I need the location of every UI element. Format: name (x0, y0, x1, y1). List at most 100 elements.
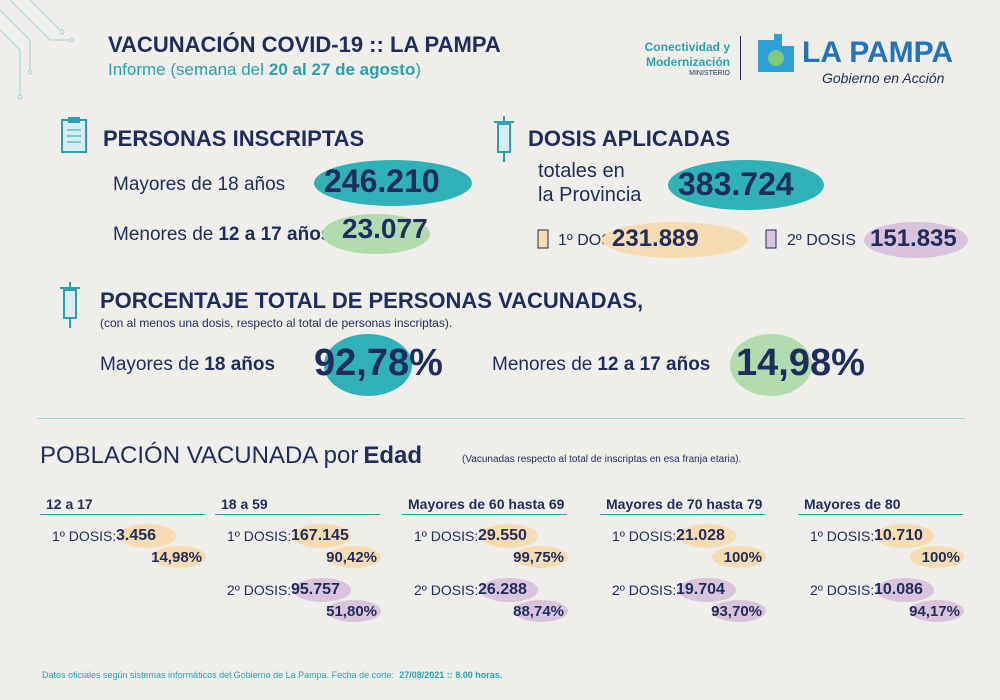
adults-prefix: Mayores de (100, 354, 200, 375)
total-line1: totales en (538, 160, 625, 182)
subtitle: Informe (semana del 20 al 27 de agosto) (108, 60, 421, 80)
second-dose-value: 151.835 (870, 225, 957, 252)
group-name: Mayores de 80 (804, 496, 901, 512)
dose-percent: 88,74% (513, 603, 564, 620)
total-value: 383.724 (678, 166, 794, 202)
total-line2: la Provincia (538, 184, 642, 206)
minors-label: Menores de 12 a 17 años (113, 224, 331, 246)
group-underline (402, 514, 567, 515)
ministry-line2: Modernización (645, 55, 730, 69)
highlight (668, 160, 824, 210)
minors-bold: 12 a 17 años (597, 354, 711, 375)
highlight (712, 600, 766, 622)
footer: Datos oficiales según sistemas informáti… (42, 670, 502, 680)
dose-count: 21.028 (676, 527, 725, 544)
group-name: 12 a 17 (46, 496, 93, 512)
subtitle-prefix: Informe (semana del (108, 60, 264, 79)
syringe-icon (60, 282, 80, 328)
section-title: PORCENTAJE TOTAL DE PERSONAS VACUNADAS, (100, 288, 644, 313)
adults-label: Mayores de 18 años (113, 174, 286, 195)
title-prefix: POBLACIÓN VACUNADA por (40, 442, 359, 469)
second-dose-label: 2º DOSIS (787, 232, 856, 249)
first-dose-value: 231.889 (612, 225, 699, 252)
adults-label: Mayores de 18 años (100, 354, 275, 376)
population-note: (Vacunadas respecto al total de inscript… (462, 454, 742, 465)
group-underline (215, 514, 380, 515)
highlight (678, 578, 736, 602)
group-name: Mayores de 60 hasta 69 (408, 496, 565, 512)
logo-divider (740, 36, 741, 80)
dose-label: 2º DOSIS: (227, 582, 292, 598)
highlight (327, 546, 381, 568)
highlight (314, 160, 472, 206)
highlight (514, 546, 568, 568)
highlight (324, 334, 412, 396)
dose-count: 3.456 (116, 527, 157, 544)
section-note: (con al menos una dosis, respecto al tot… (100, 316, 453, 330)
highlight (876, 578, 934, 602)
highlight (480, 524, 538, 548)
title: VACUNACIÓN COVID-19 :: LA PAMPA (108, 32, 501, 57)
dose-count: 167.145 (291, 527, 349, 544)
highlight (480, 578, 538, 602)
highlight (293, 578, 351, 602)
dose-count: 10.086 (874, 581, 923, 598)
highlight (876, 524, 934, 548)
minors-label: Menores de 12 a 17 años (492, 354, 710, 376)
highlight (152, 546, 206, 568)
footer-date: 27/08/2021 :: 8.00 horas. (399, 670, 503, 680)
dose-percent: 93,70% (711, 603, 762, 620)
dose-label: 1º DOSIS: (227, 528, 292, 544)
section-title: PERSONAS INSCRIPTAS (103, 126, 365, 151)
dose-label: 1º DOSIS: (810, 528, 875, 544)
highlight (327, 600, 381, 622)
dose-percent: 99,75% (513, 549, 564, 566)
dose-percent: 94,17% (909, 603, 960, 620)
adults-value: 92,78% (314, 342, 443, 384)
title-bold: Edad (363, 442, 423, 469)
dose-percent: 90,42% (326, 549, 377, 566)
adults-bold: 18 años (204, 354, 276, 375)
group-name: Mayores de 70 hasta 79 (606, 496, 763, 512)
highlight (602, 222, 748, 258)
dose-percent: 14,98% (151, 549, 202, 566)
group-underline (600, 514, 765, 515)
highlight (730, 334, 812, 396)
highlight (118, 524, 176, 548)
logo-brand: LA PAMPA (802, 36, 954, 69)
logo-icon (758, 34, 794, 72)
highlight (514, 600, 568, 622)
divider (37, 418, 965, 419)
dose-percent: 100% (723, 549, 762, 566)
highlight (864, 222, 968, 258)
minors-prefix: Menores de (113, 224, 214, 245)
minors-prefix: Menores de (492, 354, 593, 375)
ministry-label: MINISTERIO (689, 70, 730, 77)
dose-label: 1º DOSIS: (612, 528, 677, 544)
clipboard-icon (61, 117, 87, 153)
logo-slogan: Gobierno en Acción (822, 70, 945, 86)
highlight (293, 524, 351, 548)
subtitle-dates: 20 al 27 de agosto (268, 60, 416, 79)
minors-bold: 12 a 17 años (218, 224, 332, 245)
dose-count: 95.757 (291, 581, 340, 598)
subtitle-suffix: ) (415, 60, 422, 79)
minors-value: 23.077 (342, 213, 428, 244)
minors-value: 14,98% (736, 342, 865, 384)
dose-label: 2º DOSIS: (612, 582, 677, 598)
highlight (910, 546, 964, 568)
vial-icon (765, 229, 777, 249)
section-title: DOSIS APLICADAS (528, 126, 731, 151)
population-title: POBLACIÓN VACUNADA por Edad (40, 442, 422, 470)
dose-label: 2º DOSIS: (414, 582, 479, 598)
highlight (678, 524, 736, 548)
group-underline (40, 514, 205, 515)
group-underline (798, 514, 963, 515)
dose-count: 10.710 (874, 527, 923, 544)
adults-value: 246.210 (324, 163, 440, 199)
syringe-icon (494, 116, 514, 162)
decoration (0, 0, 75, 100)
dose-count: 26.288 (478, 581, 527, 598)
highlight (910, 600, 964, 622)
